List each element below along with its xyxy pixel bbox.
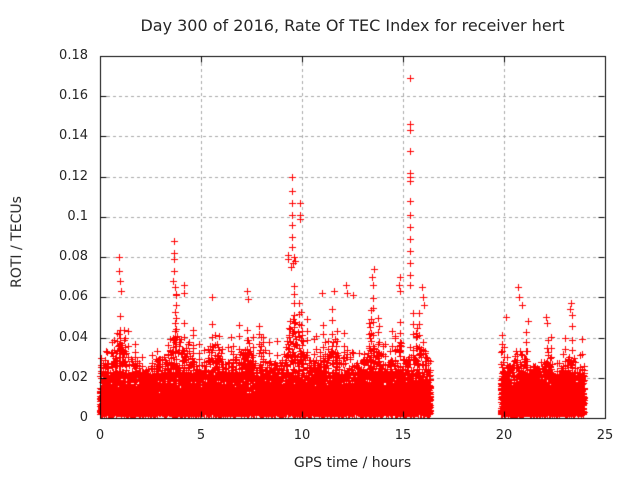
x-tick-label: 25 bbox=[596, 428, 614, 443]
x-tick-label: 15 bbox=[394, 428, 412, 443]
y-tick-label: 0.18 bbox=[59, 48, 88, 63]
y-tick-label: 0.04 bbox=[59, 330, 88, 345]
x-axis-label: GPS time / hours bbox=[293, 455, 412, 471]
y-tick-label: 0.12 bbox=[59, 169, 88, 184]
y-tick-label: 0.1 bbox=[67, 209, 88, 224]
x-tick-label: 20 bbox=[495, 428, 513, 443]
y-tick-label: 0 bbox=[79, 410, 88, 425]
x-tick-label: 0 bbox=[95, 428, 105, 443]
x-tick-label: 5 bbox=[196, 428, 206, 443]
y-axis-label: ROTI / TECUs bbox=[9, 196, 25, 288]
y-tick-label: 0.14 bbox=[59, 128, 88, 143]
y-tick-label: 0.06 bbox=[59, 289, 88, 304]
chart-title: Day 300 of 2016, Rate Of TEC Index for r… bbox=[140, 16, 565, 35]
x-tick-label: 10 bbox=[293, 428, 311, 443]
y-tick-label: 0.02 bbox=[59, 370, 88, 385]
y-tick-label: 0.08 bbox=[59, 249, 88, 264]
y-tick-label: 0.16 bbox=[59, 88, 88, 103]
